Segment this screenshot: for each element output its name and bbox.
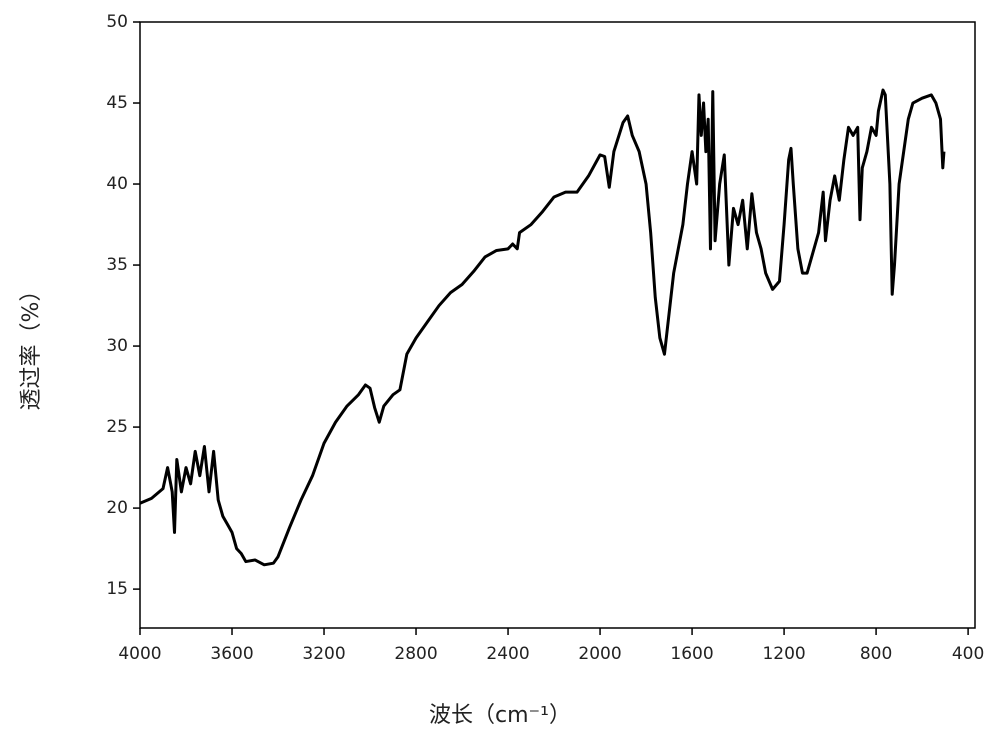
y-tick-label: 30: [106, 336, 128, 356]
x-tick-label: 2000: [578, 644, 621, 664]
x-tick-label: 1200: [762, 644, 805, 664]
y-axis-label: 透过率（%）: [19, 280, 44, 411]
spectrum-line: [139, 88, 946, 567]
x-tick-label: 2800: [394, 644, 437, 664]
y-tick-label: 15: [106, 579, 128, 599]
y-tick-label: 50: [106, 12, 128, 32]
x-tick-label: 400: [952, 644, 984, 664]
y-tick-label: 35: [106, 255, 128, 275]
y-tick-label: 20: [106, 498, 128, 518]
y-tick-label: 40: [106, 174, 128, 194]
x-tick-label: 800: [860, 644, 892, 664]
plot-frame: [139, 21, 976, 629]
y-tick-label: 45: [106, 93, 128, 113]
x-axis-label: 波长（cm⁻¹）: [429, 703, 571, 728]
x-tick-label: 4000: [118, 644, 161, 664]
x-tick-label: 2400: [486, 644, 529, 664]
y-tick-label: 25: [106, 417, 128, 437]
x-tick-label: 3600: [210, 644, 253, 664]
x-tick-label: 3200: [302, 644, 345, 664]
x-tick-label: 1600: [670, 644, 713, 664]
